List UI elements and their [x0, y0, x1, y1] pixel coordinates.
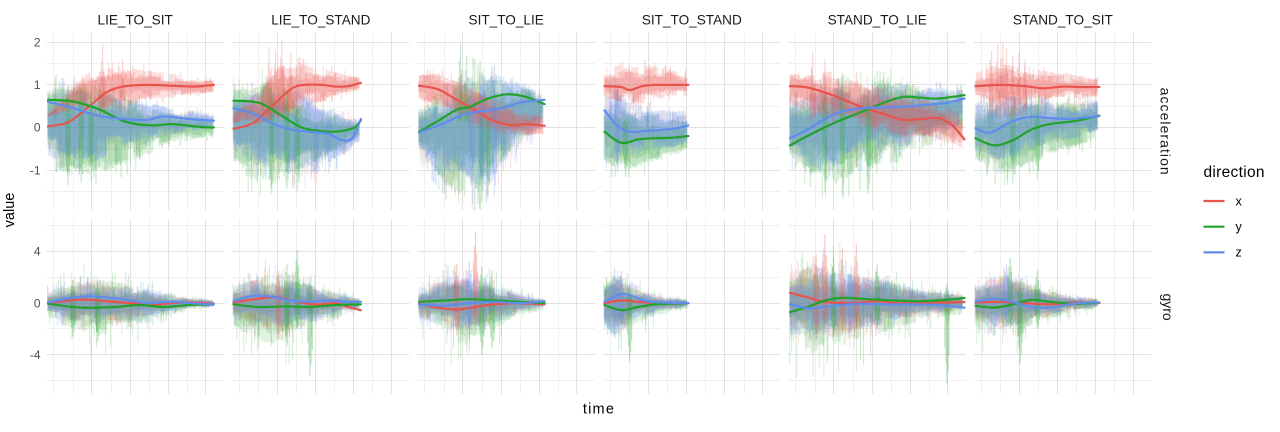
svg-text:LIE_TO_STAND: LIE_TO_STAND — [271, 13, 370, 28]
svg-text:-4: -4 — [30, 348, 41, 362]
svg-text:x: x — [1236, 194, 1243, 208]
svg-text:4: 4 — [34, 245, 41, 259]
svg-text:acceleration: acceleration — [1158, 88, 1174, 176]
svg-text:value: value — [2, 193, 18, 228]
svg-text:gyro: gyro — [1160, 293, 1176, 320]
svg-text:SIT_TO_LIE: SIT_TO_LIE — [469, 13, 544, 28]
svg-text:z: z — [1236, 246, 1242, 260]
svg-text:-1: -1 — [30, 163, 41, 177]
svg-text:direction: direction — [1204, 164, 1265, 181]
svg-text:0: 0 — [34, 296, 41, 310]
svg-text:0: 0 — [34, 121, 41, 135]
svg-text:y: y — [1236, 220, 1243, 234]
svg-text:2: 2 — [34, 36, 41, 50]
svg-text:STAND_TO_SIT: STAND_TO_SIT — [1013, 13, 1113, 28]
svg-text:LIE_TO_SIT: LIE_TO_SIT — [98, 13, 173, 28]
svg-text:STAND_TO_LIE: STAND_TO_LIE — [828, 13, 927, 28]
svg-text:1: 1 — [34, 78, 41, 92]
svg-text:time: time — [583, 402, 615, 418]
svg-text:SIT_TO_STAND: SIT_TO_STAND — [642, 13, 742, 28]
